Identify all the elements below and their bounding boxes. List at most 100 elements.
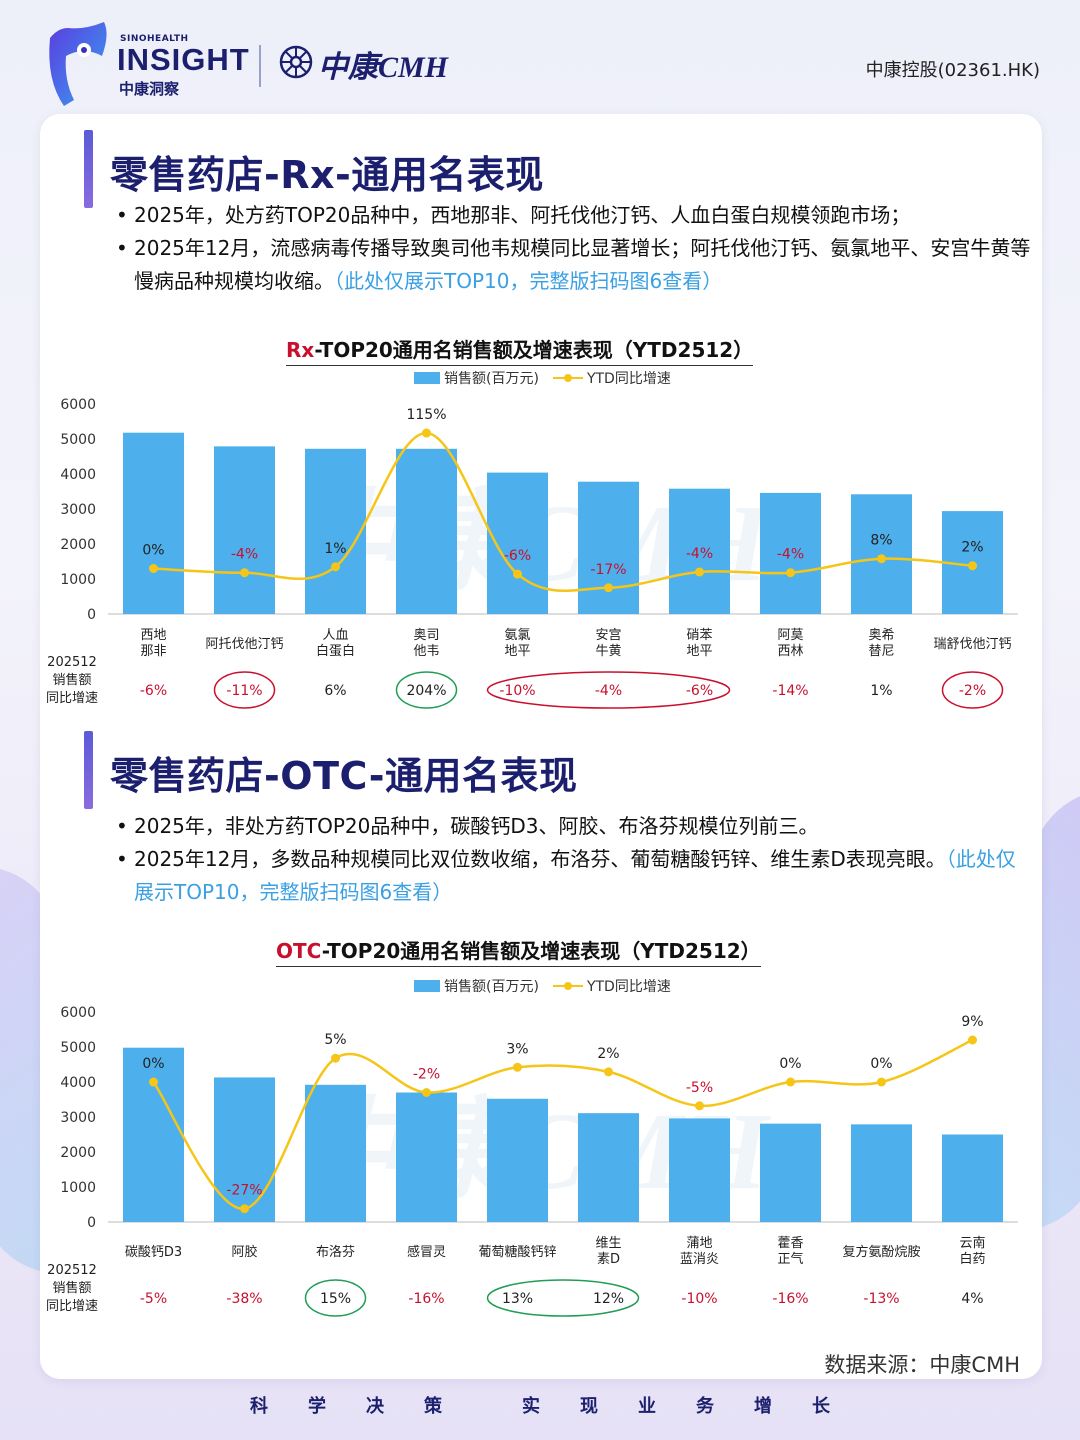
chart2-title-highlight: OTC bbox=[276, 939, 322, 963]
legend-line-swatch bbox=[552, 374, 583, 382]
otc-line-label: 3% bbox=[506, 1041, 528, 1057]
otc-line-point bbox=[331, 1053, 340, 1063]
otc-line-label: 0% bbox=[779, 1056, 801, 1072]
otc-bar bbox=[851, 1124, 912, 1222]
rx-growth-line bbox=[153, 431, 973, 592]
legend2-bar-swatch bbox=[414, 980, 440, 992]
legend2-line-swatch bbox=[552, 982, 583, 990]
brand-name: INSIGHT bbox=[117, 42, 250, 77]
rx-category-label: 地平 bbox=[504, 644, 530, 659]
otc-bar bbox=[942, 1134, 1003, 1222]
footer-char: 决 bbox=[366, 1396, 384, 1417]
otc-row-label: 202512 bbox=[47, 1263, 97, 1278]
chart2-title-rest: -TOP20通用名销售额及增速表现（YTD2512） bbox=[321, 939, 761, 963]
otc-bar bbox=[487, 1098, 548, 1222]
rx-highlight-ellipse bbox=[486, 671, 731, 709]
rx-bar bbox=[123, 432, 184, 614]
rx-row-label: 同比增速 bbox=[46, 691, 98, 706]
rx-line-point bbox=[604, 583, 613, 593]
otc-highlight-ellipse bbox=[486, 1279, 640, 1317]
section1-bullet-1: 2025年，处方药TOP20品种中，西地那非、阿托伐他汀钙、人血白蛋白规模领跑市… bbox=[116, 199, 1046, 232]
rx-monthly-growth: -6% bbox=[686, 683, 713, 699]
section1-bullet-2-text: 2025年12月，流感病毒传播导致奥司他韦规模同比显著增长；阿托伐他汀钙、氨氯地… bbox=[134, 236, 1031, 293]
rx-category-label: 西地 bbox=[140, 628, 166, 643]
data-source: 数据来源：中康CMH bbox=[824, 1353, 1020, 1377]
rx-line-label: 0% bbox=[142, 543, 164, 559]
rx-category-label: 阿莫 bbox=[777, 628, 803, 643]
otc-line-label: 9% bbox=[961, 1014, 983, 1030]
footer-char: 务 bbox=[696, 1396, 714, 1417]
chart1-title-highlight: Rx bbox=[286, 338, 315, 362]
otc-line-point bbox=[968, 1035, 977, 1045]
rx-y-tick: 5000 bbox=[60, 432, 96, 448]
section2-bullets: 2025年，非处方药TOP20品种中，碳酸钙D3、阿胶、布洛芬规模位列前三。 2… bbox=[116, 810, 1021, 909]
otc-monthly-growth: -38% bbox=[226, 1291, 262, 1307]
rx-monthly-growth: -2% bbox=[959, 683, 986, 699]
otc-bar bbox=[669, 1118, 730, 1222]
rx-line-point bbox=[149, 564, 158, 573]
otc-y-tick: 5000 bbox=[60, 1040, 96, 1056]
header-divider bbox=[259, 45, 261, 87]
otc-line-label: 5% bbox=[324, 1032, 346, 1048]
otc-category-label: 云南 bbox=[959, 1235, 985, 1251]
rx-category-label: 替尼 bbox=[868, 644, 894, 659]
rx-row-label: 202512 bbox=[47, 655, 97, 670]
chart1-legend: 销售额(百万元) YTD同比增速 bbox=[414, 368, 671, 388]
section1-accent-bar bbox=[84, 130, 93, 208]
rx-row-label: 销售额 bbox=[52, 672, 91, 688]
footer-gap bbox=[462, 1392, 502, 1418]
rx-category-label: 他韦 bbox=[413, 644, 439, 659]
rx-bar bbox=[851, 494, 912, 614]
rx-bar bbox=[760, 492, 821, 614]
otc-category-label: 维生 bbox=[595, 1236, 621, 1251]
rx-highlight-ellipse bbox=[941, 671, 1004, 709]
rx-category-label: 安宫 bbox=[595, 628, 621, 643]
section2-bullet-1: 2025年，非处方药TOP20品种中，碳酸钙D3、阿胶、布洛芬规模位列前三。 bbox=[116, 810, 1021, 843]
otc-bar bbox=[305, 1084, 366, 1222]
otc-bar bbox=[578, 1113, 639, 1222]
rx-line-label: -4% bbox=[686, 546, 713, 562]
section1-title: 零售药店-Rx-通用名表现 bbox=[110, 153, 544, 197]
otc-line-point bbox=[604, 1067, 613, 1077]
otc-category-label: 复方氨酚烷胺 bbox=[842, 1244, 920, 1260]
footer-char: 增 bbox=[754, 1396, 772, 1417]
otc-monthly-growth: -13% bbox=[863, 1291, 899, 1307]
otc-y-tick: 3000 bbox=[60, 1110, 96, 1126]
footer-char: 现 bbox=[580, 1396, 598, 1417]
otc-row-label: 同比增速 bbox=[46, 1299, 98, 1314]
section1-note: （此处仅展示TOP10，完整版扫码图6查看） bbox=[334, 269, 723, 293]
rx-bar bbox=[214, 446, 275, 614]
legend-line-label: YTD同比增速 bbox=[586, 371, 671, 387]
otc-row-label: 销售额 bbox=[52, 1280, 91, 1296]
brand-cn-name: 中康洞察 bbox=[119, 80, 180, 98]
section2-title: 零售药店-OTC-通用名表现 bbox=[110, 754, 578, 798]
rx-bar bbox=[669, 488, 730, 614]
rx-y-tick: 3000 bbox=[60, 502, 96, 518]
legend-bar-label: 销售额(百万元) bbox=[444, 371, 539, 387]
rx-y-tick: 2000 bbox=[60, 537, 96, 553]
rx-y-tick: 6000 bbox=[60, 397, 96, 413]
section1-bullets: 2025年，处方药TOP20品种中，西地那非、阿托伐他汀钙、人血白蛋白规模领跑市… bbox=[116, 199, 1046, 298]
chart2-title: OTC-TOP20通用名销售额及增速表现（YTD2512） bbox=[276, 935, 761, 967]
otc-line-point bbox=[240, 1204, 249, 1214]
rx-line-point bbox=[513, 569, 522, 579]
otc-growth-line bbox=[152, 1038, 974, 1210]
rx-bar bbox=[578, 481, 639, 614]
footer-char: 学 bbox=[308, 1396, 326, 1417]
rx-y-tick: 1000 bbox=[60, 572, 96, 588]
otc-bar bbox=[396, 1092, 457, 1222]
otc-category-label: 蓝消炎 bbox=[680, 1252, 719, 1267]
rx-line-point bbox=[968, 561, 977, 571]
rx-category-label: 氨氯 bbox=[504, 628, 530, 643]
rx-monthly-growth: -10% bbox=[499, 683, 535, 699]
footer-slogan: 科学决策实现业务增长 bbox=[0, 1392, 1080, 1418]
otc-highlight-ellipse bbox=[304, 1279, 367, 1317]
legend2-line-label: YTD同比增速 bbox=[586, 979, 671, 995]
rx-line-label: 8% bbox=[870, 533, 892, 549]
footer-char: 科 bbox=[250, 1396, 268, 1417]
stock-ticker: 中康控股(02361.HK) bbox=[865, 60, 1040, 81]
section2-bullet-2: 2025年12月，多数品种规模同比双位数收缩，布洛芬、葡萄糖酸钙锌、维生素D表现… bbox=[116, 843, 1021, 909]
insight-logo-icon bbox=[49, 22, 107, 106]
otc-line-label: 0% bbox=[870, 1056, 892, 1072]
otc-line-point bbox=[695, 1101, 704, 1111]
